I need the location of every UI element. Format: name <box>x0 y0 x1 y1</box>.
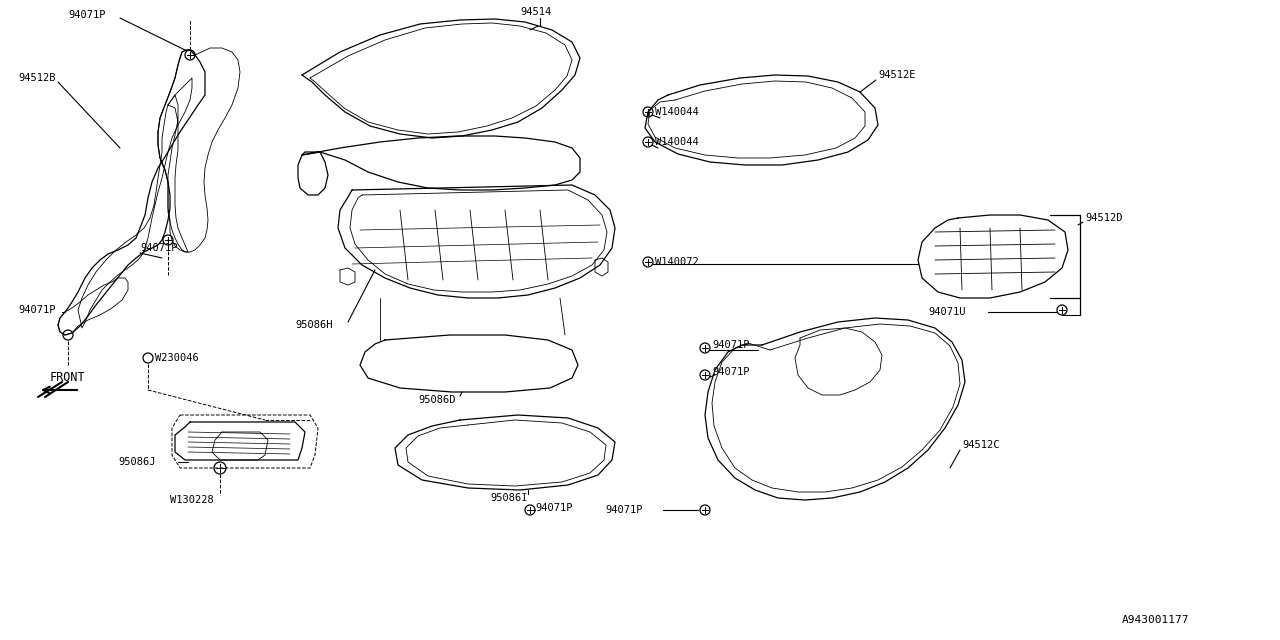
Text: 94514: 94514 <box>520 7 552 17</box>
Text: 95086D: 95086D <box>419 395 456 405</box>
Text: 94071P: 94071P <box>140 243 178 253</box>
Text: 94512E: 94512E <box>878 70 915 80</box>
Text: 95086H: 95086H <box>294 320 333 330</box>
Text: 94071P: 94071P <box>605 505 643 515</box>
Text: W140044: W140044 <box>655 137 699 147</box>
Text: 94071P: 94071P <box>712 367 750 377</box>
Text: 95086J: 95086J <box>118 457 155 467</box>
Text: 94512D: 94512D <box>1085 213 1123 223</box>
Text: 94071P: 94071P <box>68 10 105 20</box>
Text: 94071P: 94071P <box>535 503 572 513</box>
Text: 94512B: 94512B <box>18 73 55 83</box>
Text: W130228: W130228 <box>170 495 214 505</box>
Text: W230046: W230046 <box>155 353 198 363</box>
Text: W140072: W140072 <box>655 257 699 267</box>
Text: 94071P: 94071P <box>18 305 55 315</box>
Text: 94071P: 94071P <box>712 340 750 350</box>
Text: 94071U: 94071U <box>928 307 965 317</box>
Text: W140044: W140044 <box>655 107 699 117</box>
Text: A943001177: A943001177 <box>1123 615 1189 625</box>
Text: 95086I: 95086I <box>490 493 527 503</box>
Text: FRONT: FRONT <box>50 371 86 383</box>
Text: 94512C: 94512C <box>963 440 1000 450</box>
